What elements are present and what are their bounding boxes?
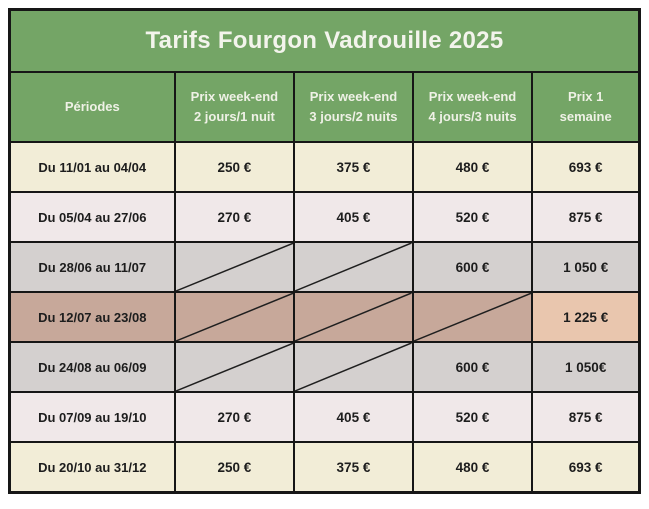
price-cell: 520 €: [411, 391, 534, 443]
price-cell: 600 €: [411, 341, 534, 393]
column-header-periodes: Périodes: [8, 71, 176, 143]
price-cell: 405 €: [293, 191, 414, 243]
price-cell: 375 €: [293, 441, 414, 494]
price-cell: 270 €: [173, 191, 296, 243]
price-cell: 875 €: [531, 391, 641, 443]
price-cell: 250 €: [173, 141, 296, 193]
price-cell: 405 €: [293, 391, 414, 443]
price-cell: 270 €: [173, 391, 296, 443]
price-cell: 480 €: [411, 141, 534, 193]
diagonal-slash-icon: [176, 243, 294, 291]
unavailable-cell: [173, 341, 296, 393]
price-cell: 1 050 €: [531, 241, 641, 293]
diagonal-slash-icon: [295, 243, 411, 291]
column-header-semaine: Prix 1 semaine: [531, 71, 641, 143]
price-cell: 375 €: [293, 141, 414, 193]
table-row: Du 11/01 au 04/04 250 €375 €480 €693 €: [8, 141, 641, 193]
tarifs-table: Tarifs Fourgon Vadrouille 2025 Périodes P…: [8, 8, 641, 494]
price-cell: 1 050€: [531, 341, 641, 393]
diagonal-slash-icon: [176, 293, 294, 341]
column-header-we-2j-1n: Prix week-end 2 jours/1 nuit: [173, 71, 296, 143]
price-cell: 600 €: [411, 241, 534, 293]
table-row: Du 05/04 au 27/06 270 €405 €520 €875 €: [8, 191, 641, 243]
price-cell: 693 €: [531, 141, 641, 193]
unavailable-cell: [293, 241, 414, 293]
unavailable-cell: [173, 241, 296, 293]
period-cell: Du 12/07 au 23/08: [8, 291, 176, 343]
unavailable-cell: [293, 341, 414, 393]
title-row: Tarifs Fourgon Vadrouille 2025: [8, 8, 641, 73]
unavailable-cell: [293, 291, 414, 343]
header-row: Périodes Prix week-end 2 jours/1 nuit Prix…: [8, 71, 641, 143]
table-body: Du 11/01 au 04/04 250 €375 €480 €693 € Du …: [8, 141, 641, 494]
diagonal-slash-icon: [414, 293, 532, 341]
period-cell: Du 28/06 au 11/07: [8, 241, 176, 293]
table-row: Du 07/09 au 19/10 270 €405 €520 €875 €: [8, 391, 641, 443]
diagonal-slash-icon: [295, 343, 411, 391]
price-cell: 875 €: [531, 191, 641, 243]
price-cell: 250 €: [173, 441, 296, 494]
diagonal-slash-icon: [295, 293, 411, 341]
diagonal-slash-icon: [176, 343, 294, 391]
period-cell: Du 11/01 au 04/04: [8, 141, 176, 193]
table-title: Tarifs Fourgon Vadrouille 2025: [8, 8, 641, 73]
period-cell: Du 05/04 au 27/06: [8, 191, 176, 243]
column-header-we-3j-2n: Prix week-end 3 jours/2 nuits: [293, 71, 414, 143]
price-cell: 520 €: [411, 191, 534, 243]
table-row: Du 24/08 au 06/09 600 €1 050€: [8, 341, 641, 393]
period-cell: Du 07/09 au 19/10: [8, 391, 176, 443]
table-row: Du 20/10 au 31/12 250 €375 €480 €693 €: [8, 441, 641, 494]
unavailable-cell: [411, 291, 534, 343]
price-cell: 1 225 €: [531, 291, 641, 343]
period-cell: Du 20/10 au 31/12: [8, 441, 176, 494]
period-cell: Du 24/08 au 06/09: [8, 341, 176, 393]
column-header-we-4j-3n: Prix week-end 4 jours/3 nuits: [411, 71, 534, 143]
price-cell: 480 €: [411, 441, 534, 494]
price-cell: 693 €: [531, 441, 641, 494]
table-row: Du 12/07 au 23/08 1 225 €: [8, 291, 641, 343]
unavailable-cell: [173, 291, 296, 343]
table-row: Du 28/06 au 11/07 600 €1 050 €: [8, 241, 641, 293]
